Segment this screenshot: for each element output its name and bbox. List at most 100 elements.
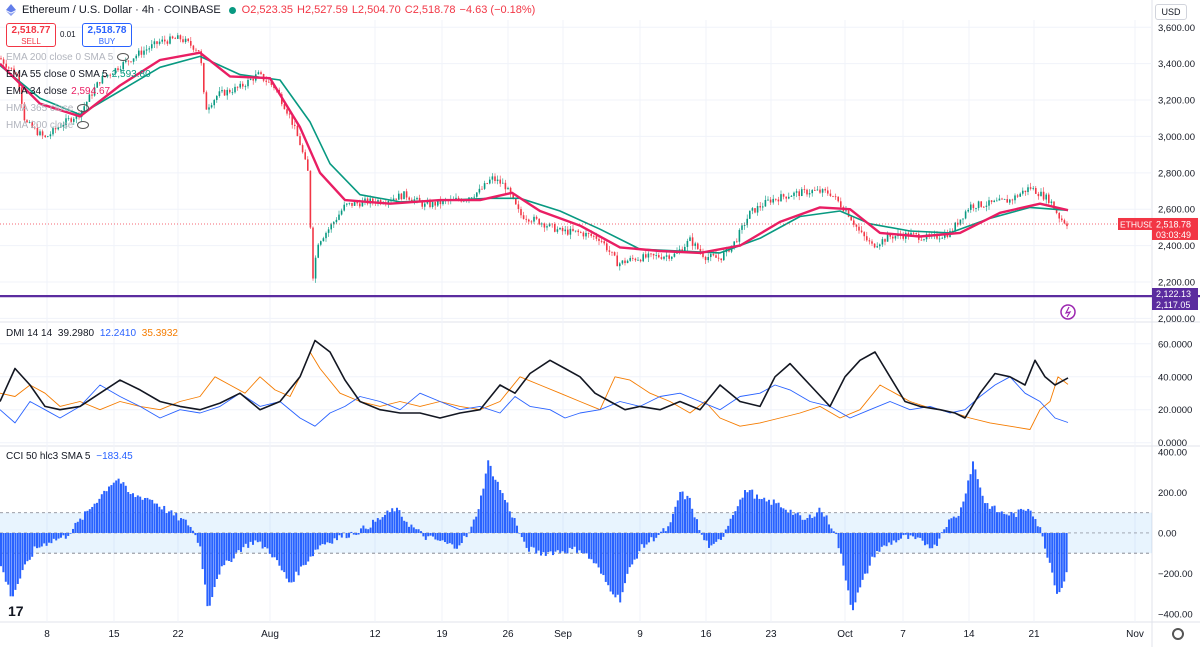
cci-bar: [21, 532, 24, 571]
cci-bar: [487, 460, 490, 533]
cci-legend[interactable]: CCI 50 hlc3 SMA 5 −183.45: [6, 451, 133, 462]
candle-body: [985, 205, 988, 207]
candle-body: [634, 258, 637, 261]
dmi-tick-label: 0.0000: [1158, 438, 1187, 449]
support-tag-label: 2,122.13: [1156, 289, 1191, 299]
cci-bar: [979, 487, 982, 533]
legend-label: EMA 34 close: [6, 86, 68, 97]
cci-bar: [950, 518, 953, 533]
candle-body: [309, 170, 312, 228]
cci-bar: [775, 503, 778, 533]
legend-ema55[interactable]: EMA 55 close 0 SMA 5 2,593.80: [6, 69, 151, 80]
candle-body: [138, 50, 140, 56]
cci-bar: [67, 532, 70, 536]
eye-icon[interactable]: [117, 53, 130, 62]
candle-body: [70, 118, 72, 122]
cci-bar: [756, 494, 758, 533]
x-tick-label: Sep: [554, 629, 572, 640]
cci-bar: [285, 532, 288, 579]
candle-body: [639, 259, 642, 262]
candle-body: [626, 260, 629, 264]
cci-bar: [232, 532, 235, 559]
candle-body: [101, 75, 104, 84]
cci-bar: [715, 532, 718, 542]
cci-bar: [393, 511, 396, 533]
cci-bar: [410, 524, 413, 533]
candle-body: [109, 74, 111, 76]
candle-body: [330, 224, 332, 230]
cci-bar: [14, 532, 17, 590]
x-tick-label: 22: [172, 629, 184, 640]
candle-body: [44, 135, 46, 137]
candle-body: [426, 201, 429, 204]
cci-bar: [33, 532, 36, 547]
candle-body: [554, 224, 556, 232]
legend-hma200[interactable]: HMA 200 close: [6, 120, 90, 131]
cci-bar: [528, 532, 530, 552]
market-status-dot: [228, 6, 236, 14]
legend-label: HMA 365 close: [6, 103, 74, 114]
cci-bar: [991, 506, 994, 533]
candle-body: [829, 193, 832, 196]
dmi-legend[interactable]: DMI 14 14 39.2980 12.2410 35.3932: [6, 328, 178, 339]
candle-body: [941, 237, 943, 239]
cci-bar: [588, 532, 590, 559]
candle-body: [530, 221, 533, 223]
cci-bar: [789, 509, 792, 533]
candle-body: [47, 136, 49, 138]
cci-bar: [828, 524, 830, 533]
cci-bar: [921, 532, 924, 541]
symbol-title[interactable]: Ethereum / U.S. Dollar · 4h · COINBASE: [22, 4, 221, 16]
cci-bar: [391, 508, 394, 533]
cci-bar: [189, 526, 192, 533]
cci-bar: [220, 532, 223, 567]
cci-bar: [693, 517, 696, 533]
cci-bar: [998, 512, 1001, 533]
candle-body: [327, 229, 330, 233]
currency-selector[interactable]: USD: [1155, 4, 1187, 20]
cci-bar: [367, 529, 370, 533]
buy-button[interactable]: 2,518.78 BUY: [82, 23, 132, 47]
cci-bar: [765, 501, 768, 533]
lightning-alert-icon[interactable]: [1060, 304, 1076, 320]
cci-bar: [129, 494, 132, 533]
cci-bar: [0, 532, 2, 567]
cci-bar: [1017, 509, 1020, 533]
sell-button[interactable]: 2,518.77 SELL: [6, 23, 56, 47]
legend-ema200[interactable]: EMA 200 close 0 SMA 5: [6, 52, 130, 63]
cci-bar: [379, 519, 382, 533]
cci-bar: [86, 510, 89, 533]
cci-bar: [660, 531, 662, 533]
candle-body: [533, 216, 535, 222]
cci-bar: [398, 510, 401, 533]
candle-body: [184, 38, 187, 43]
candle-body: [187, 38, 189, 42]
legend-hma365[interactable]: HMA 365 close: [6, 103, 90, 114]
cci-bar: [964, 493, 967, 533]
tradingview-logo[interactable]: 17: [8, 603, 24, 619]
cci-bar: [602, 532, 605, 576]
candle-body: [998, 198, 1001, 201]
cci-bar: [48, 532, 50, 543]
candle-body: [767, 199, 769, 201]
candle-body: [398, 193, 400, 200]
cci-bar: [900, 532, 902, 539]
cci-bar: [580, 532, 583, 553]
cci-bar: [1065, 532, 1068, 573]
cci-bar: [818, 507, 821, 533]
legend-ema34[interactable]: EMA 34 close 2,594.67: [6, 86, 110, 97]
candle-body: [647, 253, 650, 258]
cci-bar: [684, 499, 686, 533]
cci-bar: [698, 530, 701, 533]
candle-body: [91, 94, 93, 96]
eye-icon[interactable]: [77, 104, 90, 113]
cci-bar: [357, 532, 360, 535]
cci-bar: [420, 531, 422, 533]
cci-bar: [624, 532, 626, 584]
cci-bar: [607, 532, 610, 586]
eye-icon[interactable]: [77, 121, 90, 130]
cci-bar: [1063, 532, 1066, 582]
settings-icon[interactable]: [1172, 628, 1184, 640]
sell-label: SELL: [21, 37, 41, 46]
